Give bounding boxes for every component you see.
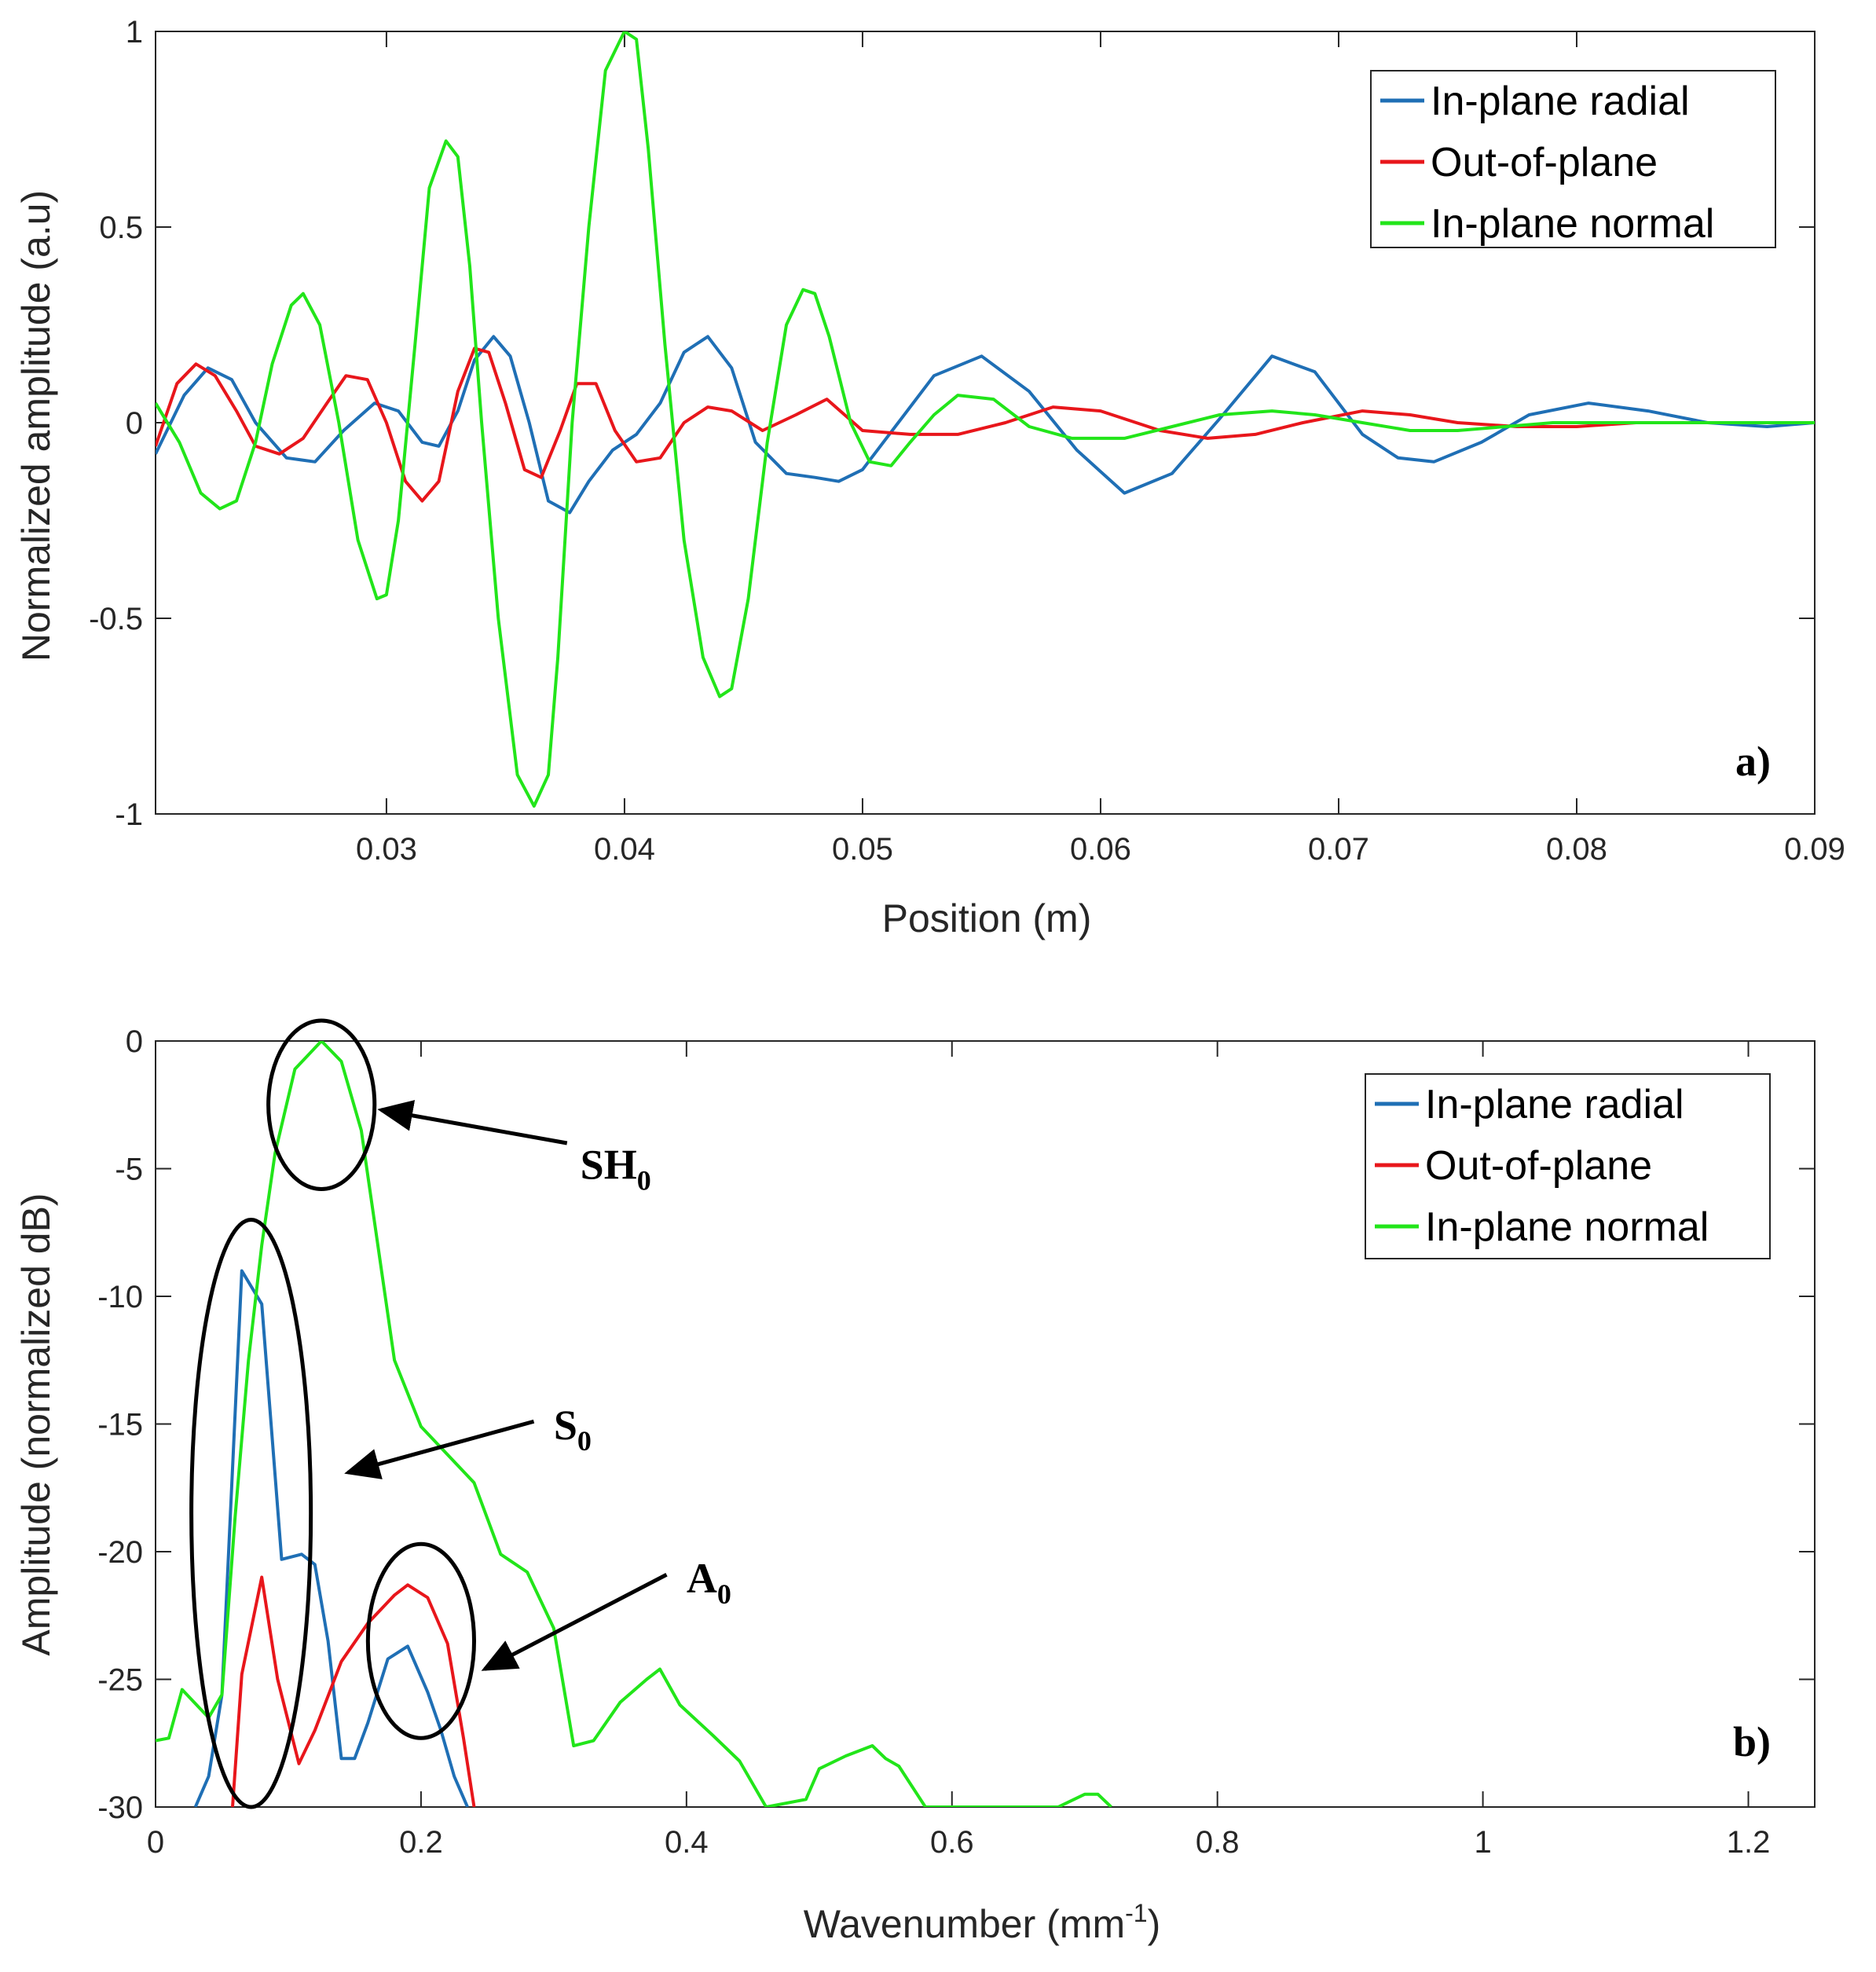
panel-b-x-tick-label: 0: [147, 1825, 164, 1860]
panel-a-x-tick-label: 0.07: [1308, 832, 1369, 867]
panel-b-label: b): [1733, 1718, 1771, 1765]
panel-a-legend-label-in-plane-normal: In-plane normal: [1431, 201, 1714, 247]
panel-a-x-axis-label: Position (m): [882, 896, 1092, 940]
panel-b-series-in-plane-radial: [193, 1269, 469, 1807]
panel-b-y-tick-label: -10: [97, 1280, 143, 1314]
panel-b-legend-box: [1365, 1073, 1771, 1259]
panel-a-legend: In-plane radial Out-of-plane In-plane norm…: [1370, 70, 1776, 248]
annotation-label-main: SH: [581, 1142, 637, 1189]
annotation-arrow-a0: [481, 1573, 668, 1671]
panel-b-x-tick-label: 0.2: [399, 1825, 443, 1860]
panel-a-x-tick-label: 0.09: [1784, 832, 1845, 867]
panel-b-series-group: [156, 1041, 1112, 1807]
panel-b-y-tick-label: -30: [97, 1791, 143, 1825]
annotation-label-subscript: 0: [637, 1165, 651, 1197]
panel-a-y-tick-label: 0.5: [99, 211, 143, 245]
annotation-label-main: A: [687, 1555, 717, 1602]
x-axis-label-main: Wavenumber (mm: [804, 1902, 1125, 1946]
panel-a-legend-label-in-plane-radial: In-plane radial: [1431, 79, 1690, 124]
panel-b-legend: In-plane radial Out-of-plane In-plane norm…: [1365, 1073, 1771, 1259]
panel-a-x-tick-label: 0.06: [1070, 832, 1131, 867]
panel-a-x-tick-label: 0.04: [594, 832, 655, 867]
panel-b-y-axis-label: Amplitude (normalized dB): [14, 1193, 58, 1655]
annotation-label-subscript: 0: [717, 1578, 731, 1610]
panel-b-y-tick-label: 0: [126, 1024, 143, 1059]
panel-a-y-tick-label: 1: [126, 15, 143, 49]
panel-a-x-tick-label: 0.05: [832, 832, 893, 867]
panel-a-series-in-plane-normal: [156, 31, 1815, 808]
annotation-arrow-s0: [344, 1419, 535, 1479]
panel-b-x-tick-label: 1.2: [1727, 1825, 1771, 1860]
panel-a-legend-label-out-of-plane: Out-of-plane: [1431, 140, 1658, 185]
panel-a-x-tick-label: 0.08: [1546, 832, 1607, 867]
annotation-label-a0: A0: [687, 1555, 731, 1610]
panel-b-series-in-plane-normal: [156, 1041, 1112, 1807]
annotation-label-sh0: SH0: [581, 1142, 651, 1197]
panel-a-x-tick-label: 0.03: [356, 832, 417, 867]
annotation-label-main: S: [554, 1402, 577, 1449]
x-axis-label-superscript: -1: [1125, 1899, 1147, 1927]
panel-b-series-out-of-plane: [231, 1575, 476, 1807]
panel-a-series-in-plane-radial: [156, 335, 1815, 515]
panel-a-chart: 0.03 0.04 0.05 0.06 0.07 0.08 0.09-1-0.500.51 …: [14, 15, 1845, 940]
panel-b-chart: 0 0.2 0.4 0.6 0.8 1 1.2-30-25-20-15-10-50 SH0S…: [14, 1018, 1816, 1946]
annotation-label-subscript: 0: [577, 1425, 592, 1457]
annotation-label-s0: S0: [554, 1402, 592, 1457]
annotation-circle-a0: [365, 1541, 477, 1740]
panel-b-x-tick-label: 1: [1474, 1825, 1491, 1860]
panel-b-y-tick-label: -15: [97, 1408, 143, 1442]
annotation-circle-s0: [189, 1218, 313, 1809]
panel-b-x-axis-label: Wavenumber (mm-1): [804, 1899, 1160, 1946]
panel-b-x-tick-label: 0.8: [1196, 1825, 1240, 1860]
panel-b-legend-label-in-plane-normal: In-plane normal: [1425, 1204, 1709, 1250]
panel-a-y-tick-label: 0: [126, 406, 143, 441]
panel-a-y-tick-label: -0.5: [89, 602, 143, 636]
panel-a-series-group: [156, 31, 1815, 808]
x-axis-label-end: ): [1148, 1902, 1161, 1946]
panel-a-y-axis-label: Normalized amplitude (a.u): [14, 190, 58, 662]
panel-a-legend-box: [1370, 70, 1776, 248]
panel-a-y-tick-label: -1: [115, 797, 143, 832]
panel-b-legend-label-out-of-plane: Out-of-plane: [1425, 1143, 1652, 1189]
panel-a-label: a): [1735, 738, 1771, 785]
panel-b-x-tick-label: 0.4: [665, 1825, 709, 1860]
panel-b-y-tick-label: -5: [115, 1153, 143, 1187]
panel-b-x-tick-label: 0.6: [930, 1825, 974, 1860]
annotation-arrow-sh0: [377, 1100, 568, 1145]
panel-b-legend-label-in-plane-radial: In-plane radial: [1425, 1082, 1684, 1127]
panel-b-y-tick-label: -20: [97, 1535, 143, 1570]
annotation-circle-sh0: [266, 1018, 377, 1191]
panel-b-y-tick-label: -25: [97, 1663, 143, 1698]
